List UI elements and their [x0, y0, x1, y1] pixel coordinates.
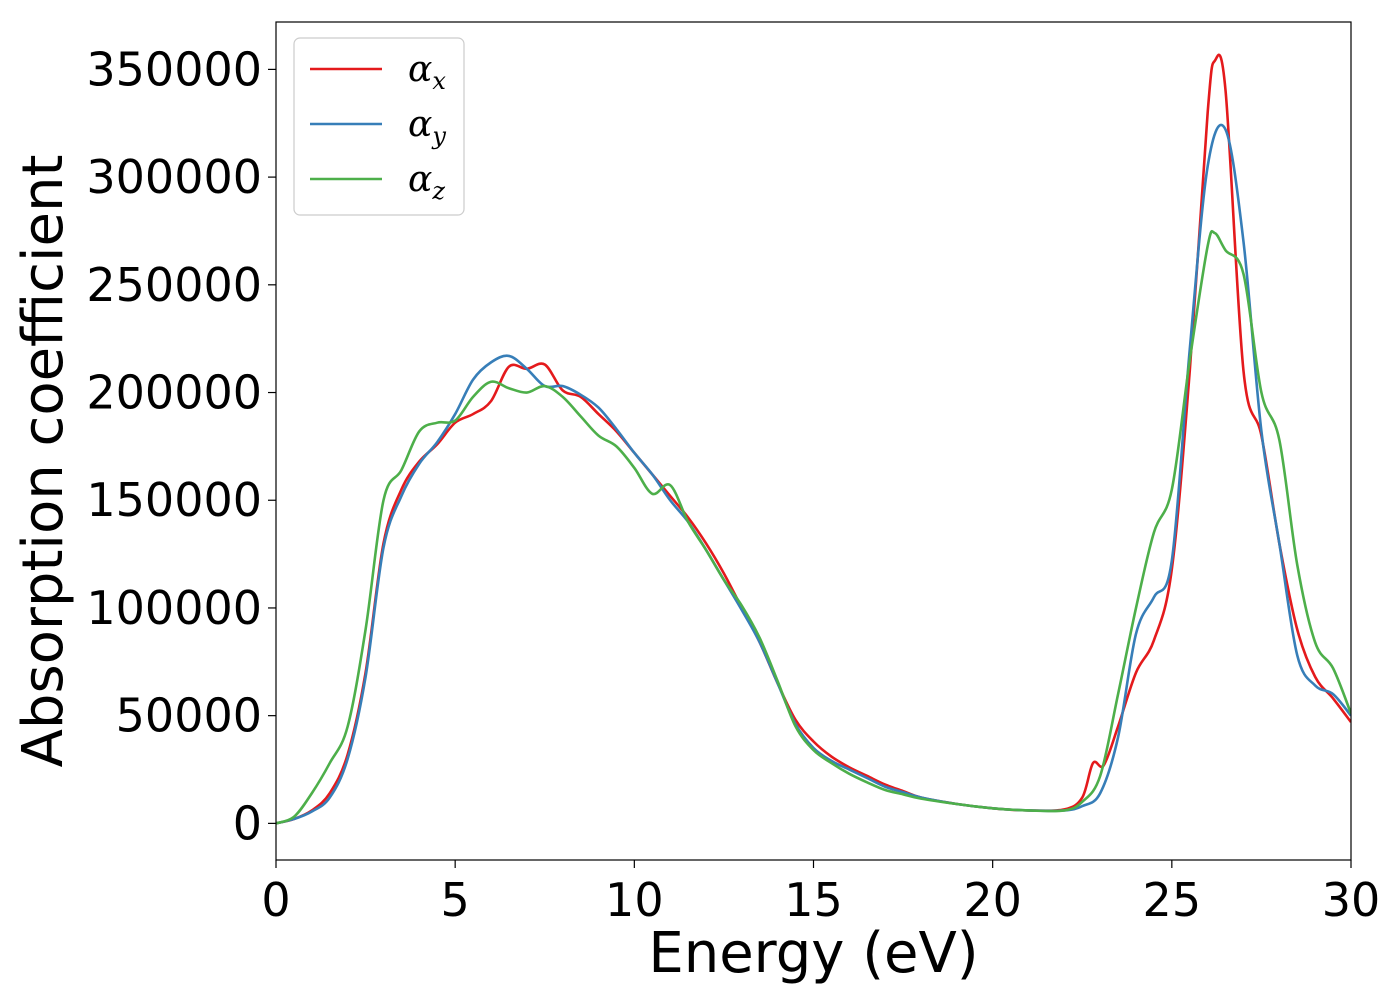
y-tick-label: 100000	[86, 581, 262, 635]
y-axis-title: Absorption coefficient	[11, 155, 76, 768]
legend-label-y: αy	[408, 104, 446, 150]
series-layer	[276, 53, 1351, 825]
y-tick-label: 50000	[116, 689, 262, 743]
y-tick-label: 250000	[86, 258, 262, 312]
y-tick-label: 0	[233, 796, 262, 850]
x-tick-label: 30	[1322, 873, 1381, 927]
legend-label-z: αz	[408, 159, 445, 205]
series-line-z	[276, 230, 1351, 825]
y-tick-label: 300000	[86, 150, 262, 204]
legend: αx αy αz	[293, 37, 465, 216]
legend-box	[293, 37, 465, 216]
x-tick-label: 25	[1143, 873, 1202, 927]
y-axis-ticks: 0 50000 100000 150000 200000 250000 300000 3500…	[86, 42, 276, 850]
x-axis-title: Energy (eV)	[648, 921, 978, 986]
series-line-y	[276, 123, 1351, 825]
legend-label-x: αx	[408, 49, 446, 95]
y-tick-label: 350000	[86, 42, 262, 96]
x-tick-label: 10	[605, 873, 664, 927]
x-tick-label: 5	[441, 873, 470, 927]
x-tick-label: 20	[963, 873, 1022, 927]
y-tick-label: 150000	[86, 473, 262, 527]
x-axis-ticks: 0 5 10 15 20 25 30	[261, 860, 1380, 927]
series-line-x	[276, 53, 1351, 825]
x-tick-label: 0	[261, 873, 290, 927]
y-tick-label: 200000	[86, 366, 262, 420]
x-tick-label: 15	[784, 873, 843, 927]
